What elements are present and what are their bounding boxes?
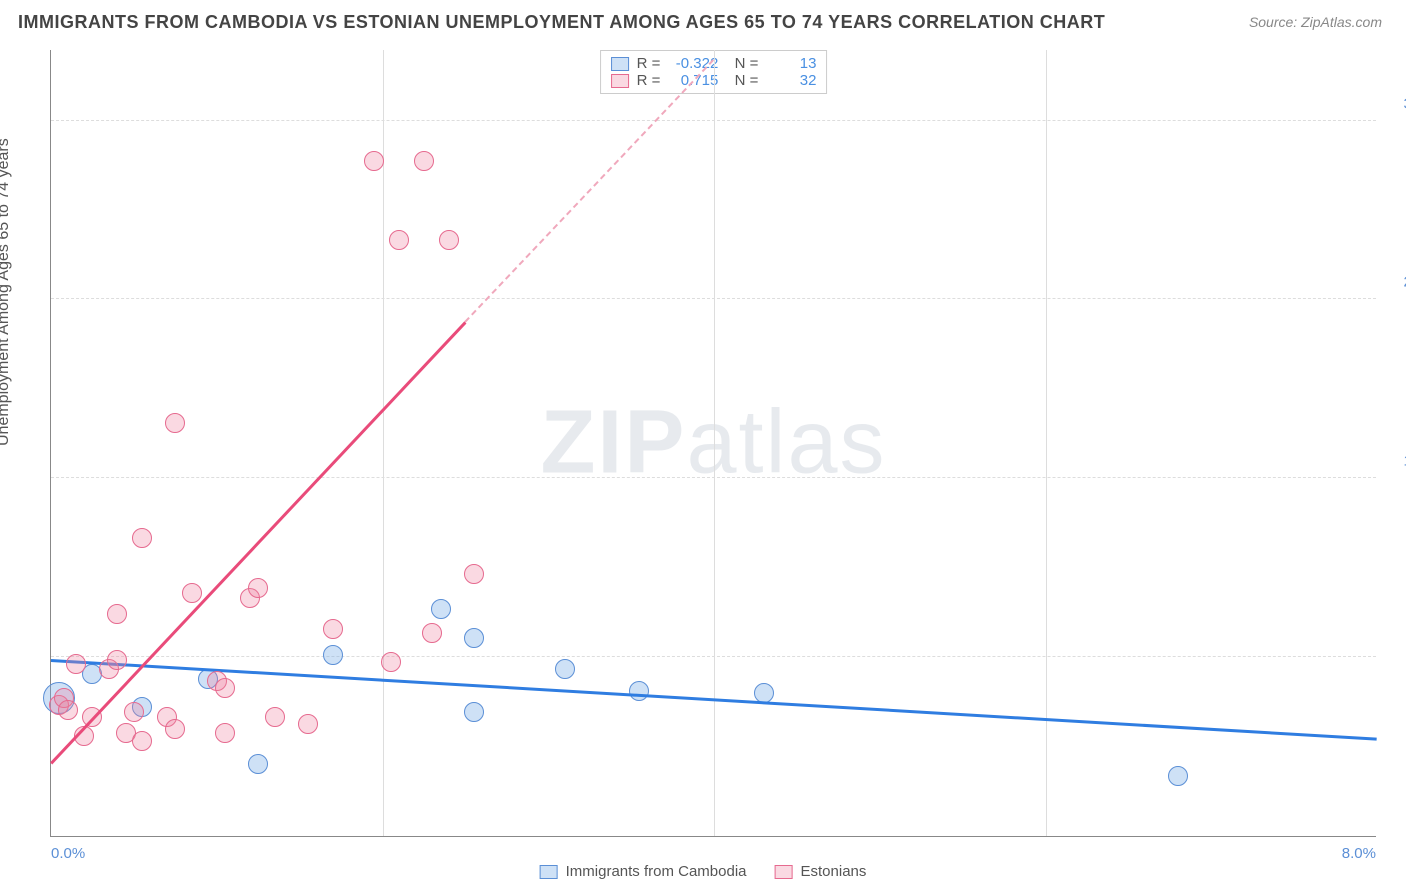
y-axis-tick-label: 30.0% xyxy=(1386,95,1406,112)
source-label: Source: ZipAtlas.com xyxy=(1249,14,1382,30)
data-point xyxy=(107,604,127,624)
trend-line-dashed xyxy=(465,59,715,323)
data-point xyxy=(464,564,484,584)
data-point xyxy=(464,628,484,648)
trend-line xyxy=(50,321,466,764)
data-point xyxy=(132,731,152,751)
legend-item: Estonians xyxy=(775,863,867,880)
chart-title: IMMIGRANTS FROM CAMBODIA VS ESTONIAN UNE… xyxy=(18,12,1105,33)
data-point xyxy=(555,659,575,679)
data-point xyxy=(248,754,268,774)
y-axis-label: Unemployment Among Ages 65 to 74 years xyxy=(0,138,13,446)
data-point xyxy=(215,723,235,743)
data-point xyxy=(323,619,343,639)
legend-item: Immigrants from Cambodia xyxy=(540,863,747,880)
data-point xyxy=(132,528,152,548)
gridline-vertical xyxy=(383,50,384,836)
y-axis-tick-label: 7.5% xyxy=(1386,632,1406,649)
data-point xyxy=(1168,766,1188,786)
series-legend: Immigrants from Cambodia Estonians xyxy=(540,863,867,880)
data-point xyxy=(389,230,409,250)
data-point xyxy=(439,230,459,250)
scatter-plot: ZIPatlas R =-0.322 N =13R =0.715 N =32 0… xyxy=(50,50,1376,837)
data-point xyxy=(165,719,185,739)
data-point xyxy=(431,599,451,619)
y-axis-tick-label: 15.0% xyxy=(1386,453,1406,470)
data-point xyxy=(298,714,318,734)
data-point xyxy=(422,623,442,643)
x-axis-max-label: 8.0% xyxy=(1342,845,1376,862)
data-point xyxy=(58,700,78,720)
data-point xyxy=(124,702,144,722)
gridline-vertical xyxy=(714,50,715,836)
data-point xyxy=(414,151,434,171)
data-point xyxy=(107,650,127,670)
data-point xyxy=(629,681,649,701)
data-point xyxy=(66,654,86,674)
data-point xyxy=(464,702,484,722)
x-axis-min-label: 0.0% xyxy=(51,845,85,862)
data-point xyxy=(248,578,268,598)
data-point xyxy=(364,151,384,171)
data-point xyxy=(265,707,285,727)
data-point xyxy=(165,413,185,433)
data-point xyxy=(182,583,202,603)
data-point xyxy=(323,645,343,665)
y-axis-tick-label: 22.5% xyxy=(1386,274,1406,291)
data-point xyxy=(381,652,401,672)
data-point xyxy=(215,678,235,698)
